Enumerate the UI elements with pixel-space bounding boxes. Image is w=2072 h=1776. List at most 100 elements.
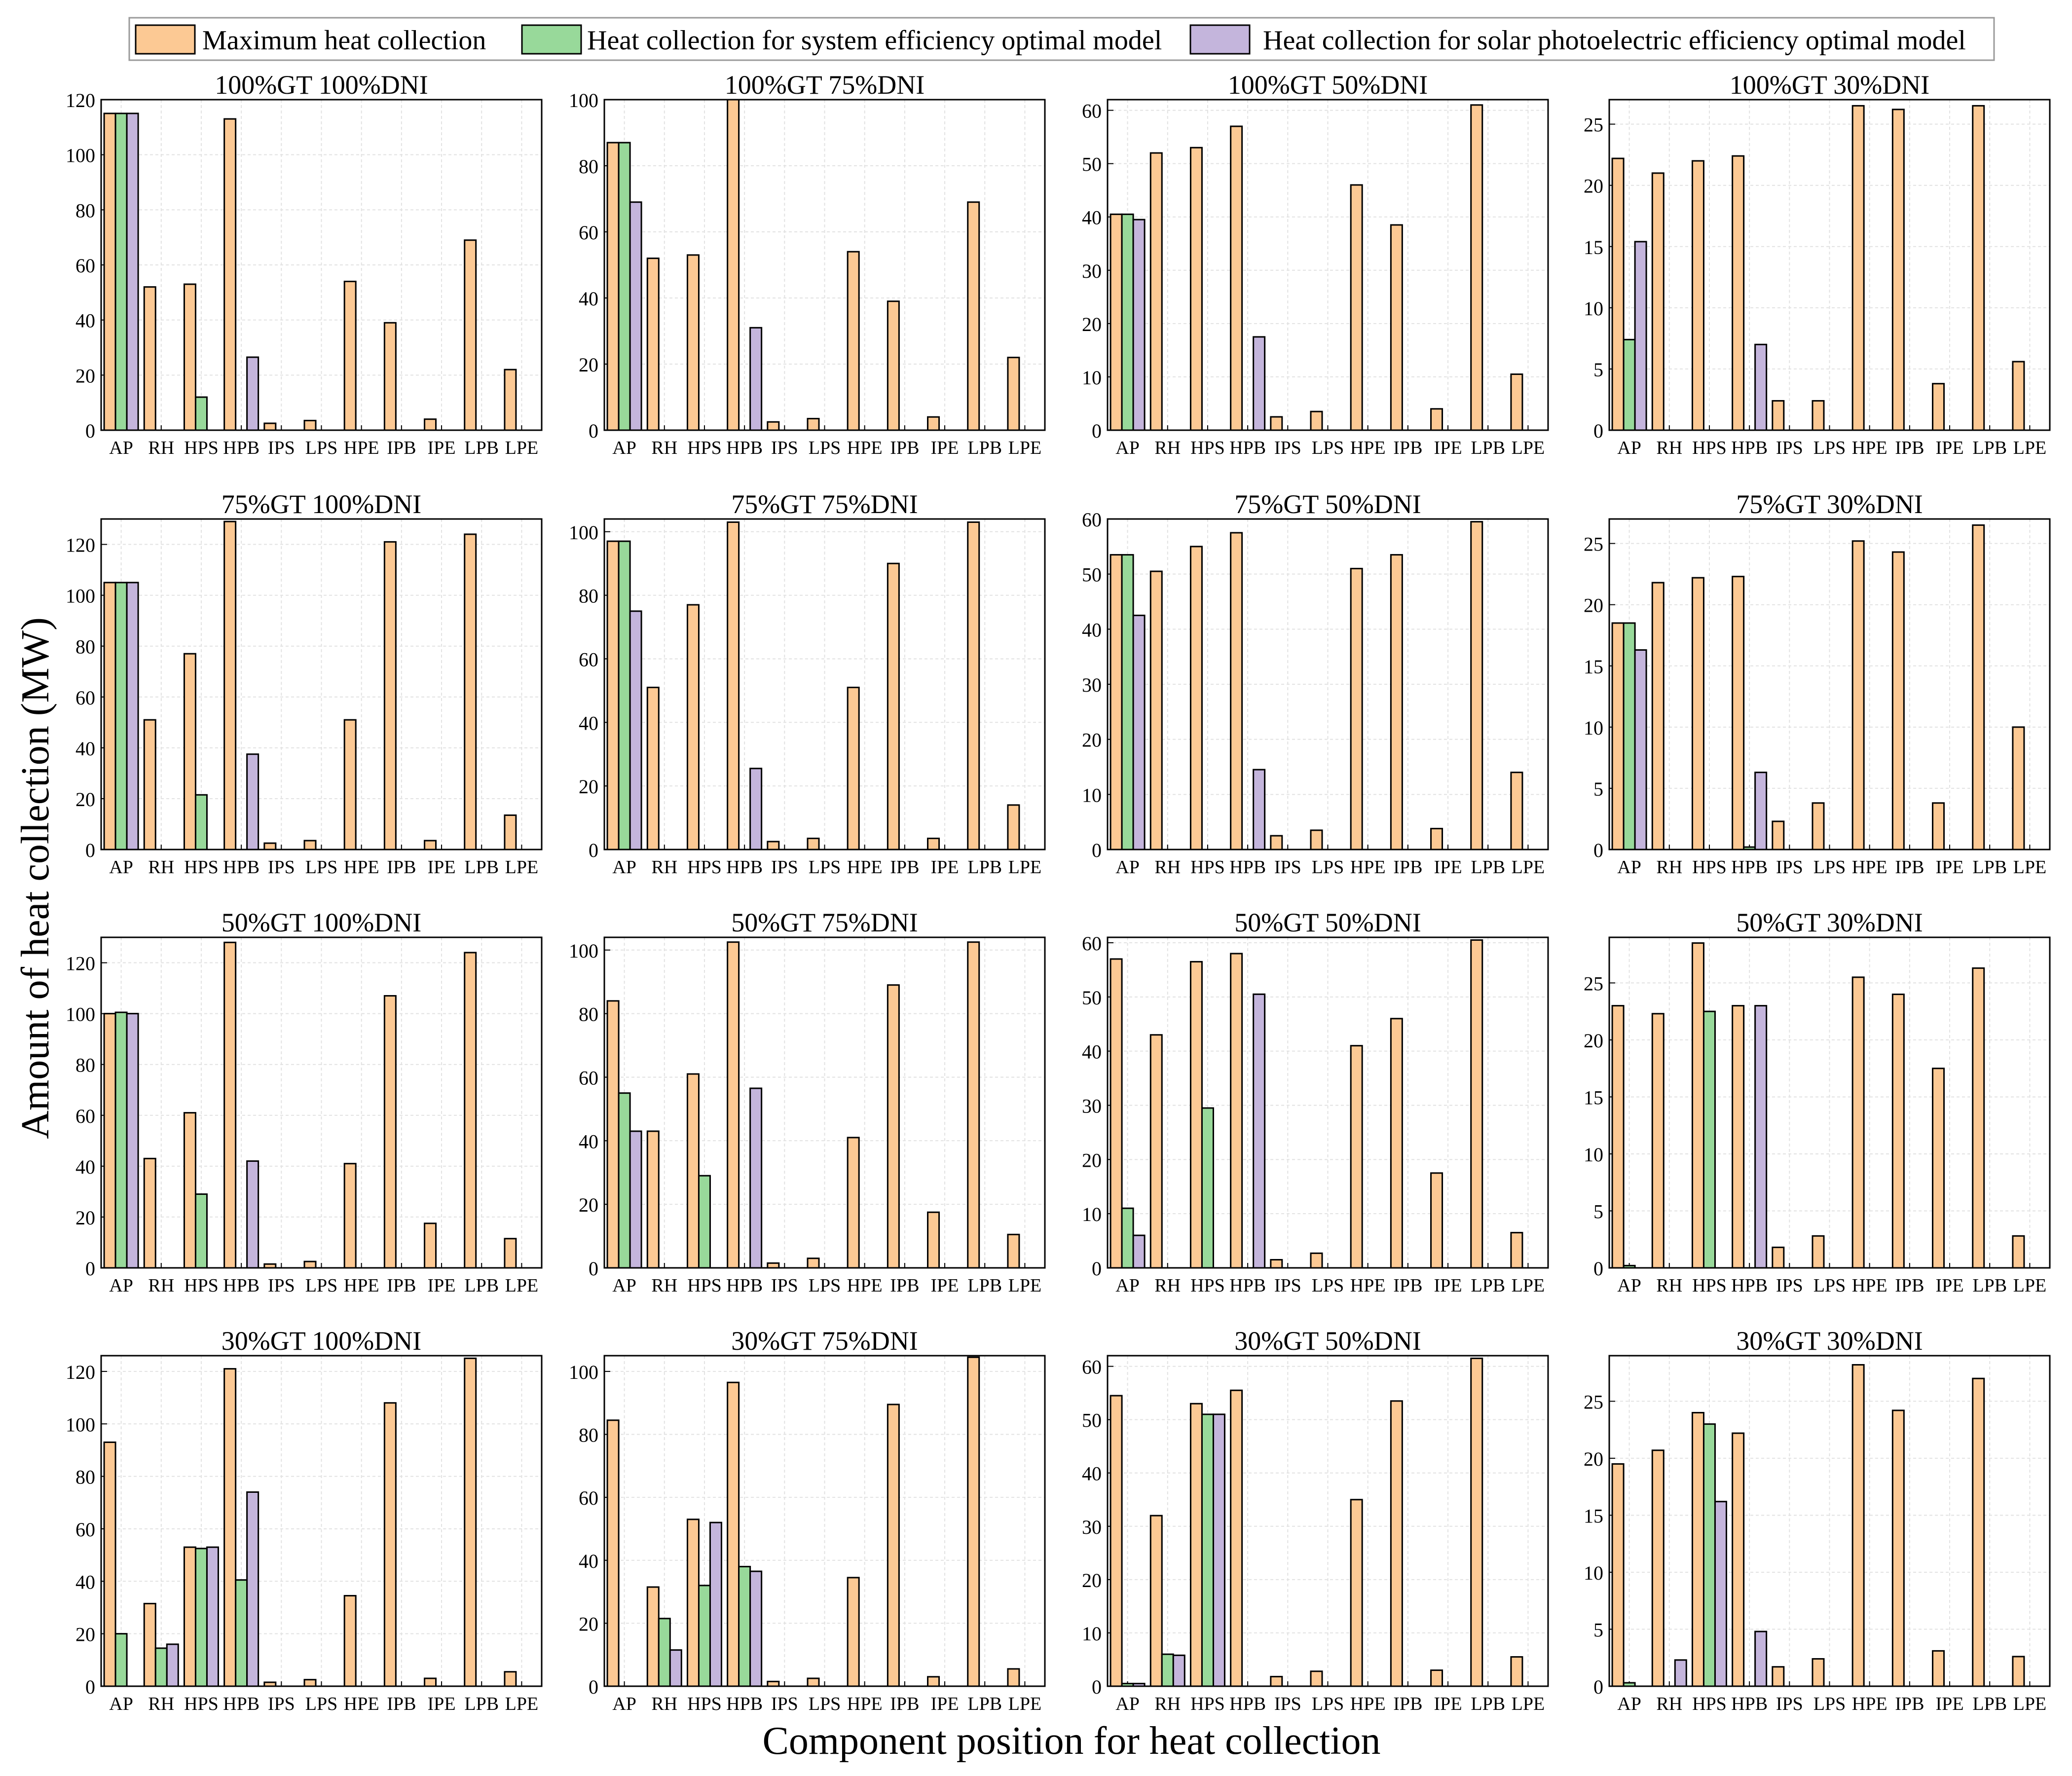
bar (1470, 939, 1483, 1269)
bar (967, 201, 980, 431)
x-tick-label: HPB (1229, 1694, 1266, 1714)
x-tick-label: LPE (505, 1694, 539, 1714)
bar (1772, 1246, 1785, 1269)
y-tick-label: 0 (1092, 839, 1102, 861)
y-tick-label: 60 (1082, 932, 1102, 955)
bar (1611, 1463, 1625, 1687)
bar (1634, 649, 1647, 851)
chart-panel: 0 20 40 60 80 100 120 AP RH HPS HPB IPS LPS HPE IPB IPE… (66, 70, 543, 458)
bar (749, 1570, 763, 1687)
bar (927, 416, 940, 431)
bar (1189, 546, 1203, 851)
y-tick-label: 60 (75, 1105, 95, 1127)
bar (223, 1368, 237, 1687)
x-tick-label: LPB (1972, 857, 2007, 878)
bar (1812, 400, 1825, 431)
plot-frame (1107, 518, 1549, 851)
bar (246, 753, 259, 851)
bar (1972, 967, 1985, 1269)
x-tick-label: IPS (1274, 1694, 1301, 1714)
y-tick-label: 20 (75, 365, 95, 387)
bar (1651, 1013, 1665, 1269)
y-tick-label: 10 (1584, 1144, 1603, 1166)
bar (1732, 1005, 1745, 1269)
x-tick-label: HPS (1692, 857, 1727, 878)
bar (1430, 1669, 1443, 1687)
x-tick-label: LPE (1512, 438, 1545, 458)
y-tick-label: 10 (1584, 297, 1603, 320)
x-tick-label: RH (1154, 1694, 1181, 1714)
bar (114, 582, 128, 851)
bar (1430, 408, 1443, 431)
bar (1007, 357, 1020, 431)
legend-label-system: Heat collection for system efficiency op… (587, 25, 1162, 56)
y-tick-label: 20 (75, 788, 95, 811)
bar (698, 1175, 711, 1269)
legend-frame (128, 17, 1995, 61)
chart-panel: 0 20 40 60 80 100 AP RH HPS HPB IPS LPS HPE IPB IPE LPB… (569, 1326, 1046, 1714)
y-tick-label: 40 (75, 738, 95, 760)
bar (698, 1585, 711, 1687)
bar (807, 837, 820, 851)
bar (749, 1087, 763, 1269)
bar (1212, 1413, 1225, 1687)
bar (847, 1137, 860, 1269)
x-tick-label: IPS (268, 438, 295, 458)
legend-swatch-system (521, 24, 582, 55)
x-tick-label: LPB (1471, 438, 1505, 458)
x-tick-label: IPE (1936, 1275, 1964, 1296)
y-tick-label: 100 (66, 1003, 95, 1026)
x-tick-label: HPB (726, 438, 763, 458)
y-tick-label: 100 (66, 145, 95, 167)
x-tick-label: LPB (1972, 1275, 2007, 1296)
y-tick-label: 5 (1593, 778, 1603, 800)
y-tick-label: 30 (1082, 1095, 1102, 1117)
chart-title: 75%GT 50%DNI (1234, 489, 1421, 519)
bar (1891, 994, 1905, 1269)
bar (887, 562, 900, 851)
x-tick-label: HPS (687, 438, 722, 458)
plot-frame (1107, 1355, 1549, 1687)
bar (1510, 772, 1523, 851)
x-tick-label: LPS (305, 1694, 337, 1714)
bar (126, 112, 139, 431)
bar (1230, 532, 1243, 851)
x-tick-label: IPB (1393, 1694, 1422, 1714)
bar (246, 1160, 259, 1269)
y-tick-label: 60 (579, 1487, 598, 1509)
chart-title: 50%GT 50%DNI (1234, 908, 1421, 937)
y-tick-label: 20 (1584, 1030, 1603, 1052)
x-tick-label: LPS (1813, 438, 1846, 458)
chart-panel: 0 20 40 60 80 100 120 AP RH HPS HPB IPS LPS HPE IPB IPE… (66, 1326, 543, 1714)
x-tick-label: HPB (1229, 857, 1266, 878)
x-tick-label: HPB (223, 438, 259, 458)
y-tick-label: 0 (1593, 1258, 1603, 1280)
bar (606, 142, 620, 431)
bar (646, 258, 660, 431)
bar (1149, 570, 1163, 851)
y-tick-label: 25 (1584, 1391, 1603, 1413)
bar (807, 1258, 820, 1269)
x-tick-label: HPS (1692, 1694, 1727, 1714)
bar (1201, 1413, 1214, 1687)
y-tick-label: 30 (1082, 260, 1102, 282)
x-tick-label: HPB (726, 1275, 763, 1296)
chart-title: 30%GT 30%DNI (1736, 1326, 1923, 1356)
x-tick-label: HPS (1692, 438, 1727, 458)
y-tick-label: 20 (1584, 594, 1603, 617)
y-tick-label: 80 (579, 585, 598, 607)
y-tick-label: 80 (75, 1466, 95, 1488)
x-tick-label: HPE (847, 438, 883, 458)
x-tick-label: IPS (771, 1694, 798, 1714)
y-tick-label: 60 (1082, 100, 1102, 122)
x-tick-label: LPB (1471, 857, 1505, 878)
bar (1007, 1668, 1020, 1687)
x-tick-label: HPS (1190, 857, 1225, 878)
bar (1189, 147, 1203, 431)
bar (1932, 1068, 1945, 1269)
bar (1430, 1172, 1443, 1269)
x-tick-label: LPB (1972, 438, 2007, 458)
x-tick-label: AP (1115, 1694, 1140, 1714)
bar (1611, 157, 1625, 431)
bar (1470, 104, 1483, 431)
